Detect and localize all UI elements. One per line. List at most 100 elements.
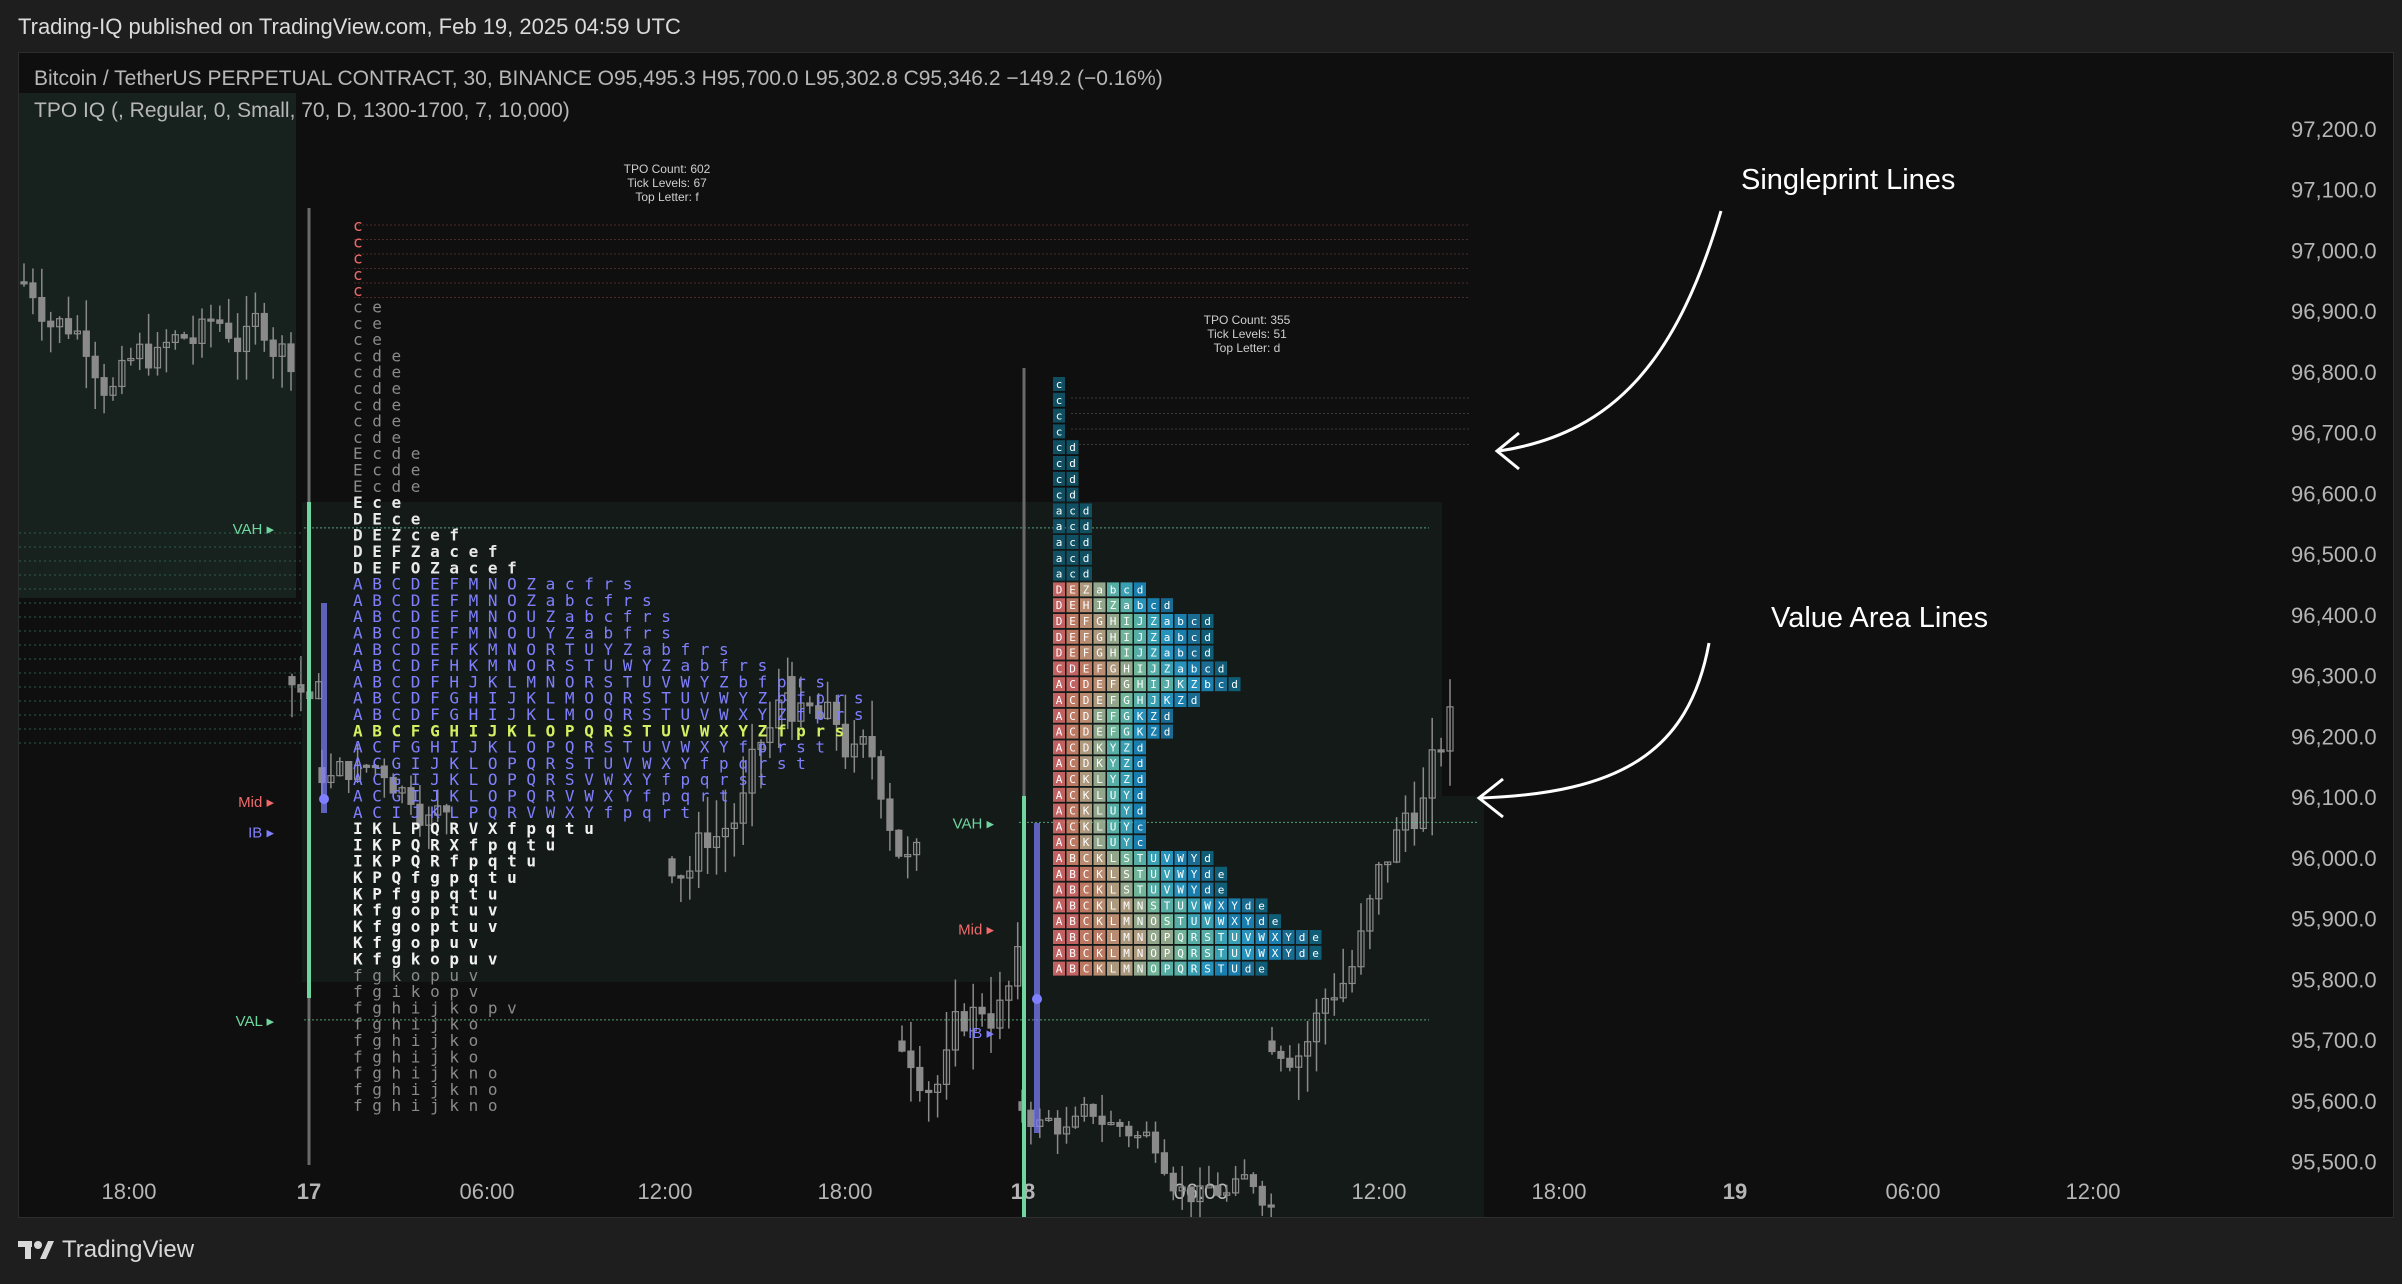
tpo-letter: d <box>1204 631 1211 644</box>
tpo-letter: d <box>1204 615 1211 628</box>
tpo-row: K P f g p q t u <box>353 884 498 903</box>
tpo-cell <box>1120 819 1133 834</box>
time-tick-label: 06:00 <box>1885 1179 1940 1204</box>
tpo-letter: J <box>1164 678 1171 691</box>
tpo-letter: E <box>1096 694 1103 707</box>
tpo-row: A C I J K L P Q R V W X Y f p q r t <box>353 803 690 822</box>
tpo-cell <box>1053 851 1065 865</box>
tpo-letter: C <box>1056 662 1063 675</box>
tpo-letter: Q <box>1177 963 1184 976</box>
tpo-cell <box>1093 930 1106 944</box>
indicator-legend[interactable]: TPO IQ (, Regular, 0, Small, 70, D, 1300… <box>34 99 570 122</box>
tpo-row: A B C D E F M N O Z a c f r s <box>353 575 632 594</box>
tpo-cell <box>1080 645 1092 660</box>
tpo-cell <box>1053 408 1065 423</box>
tpo-row: f g h i j k o <box>353 1031 478 1050</box>
tpo-letter: X <box>1231 915 1238 928</box>
candle-body <box>1392 829 1401 863</box>
tpo-letter: Y <box>1285 947 1292 960</box>
tpo-letter: c <box>1056 410 1063 423</box>
tpo-cell <box>1215 866 1227 881</box>
tpo-letter: T <box>1137 868 1144 881</box>
tpo-cell <box>1174 677 1187 692</box>
tpo-cell <box>1134 661 1146 676</box>
tpo-cell <box>1161 645 1173 660</box>
candle-body <box>1107 1121 1115 1126</box>
tpo-letter: T <box>1137 852 1144 865</box>
tpo-letter: Z <box>1150 631 1157 644</box>
candle-body <box>82 330 90 357</box>
tpo-letter: C <box>1069 694 1076 707</box>
candle-body <box>960 1011 968 1032</box>
tpo-letter: d <box>1137 805 1144 818</box>
tpo-cell <box>1269 914 1281 929</box>
tpo-cell <box>1201 961 1214 976</box>
candle-body <box>1267 1204 1275 1208</box>
tpo-cell <box>1066 519 1079 534</box>
tpo-letter: Z <box>1150 647 1157 660</box>
tpo-row: f g k o p u v <box>353 966 478 985</box>
candle-body <box>1277 1050 1285 1059</box>
tpo-cell <box>1255 961 1268 976</box>
candle-body <box>180 334 188 339</box>
candle-body <box>443 805 451 813</box>
tpo-letter: U <box>1231 963 1238 976</box>
candle-body <box>260 312 268 341</box>
tpo-letter: L <box>1110 915 1117 928</box>
tpo-cell <box>1080 677 1092 692</box>
candle-body <box>1142 1131 1151 1137</box>
tpo-letter: V <box>1164 868 1171 881</box>
tpo-letter: K <box>1083 789 1090 802</box>
tpo-letter: A <box>1056 899 1063 912</box>
tpo-cell <box>1093 882 1106 897</box>
time-tick-label: 19 <box>1723 1179 1747 1204</box>
tpo-letter: T <box>1164 899 1171 912</box>
tpo-letter: D <box>1056 615 1063 628</box>
tpo-letter: B <box>1069 852 1076 865</box>
tpo-cell <box>1093 787 1106 802</box>
symbol-legend[interactable]: Bitcoin / TetherUS PERPETUAL CONTRACT, 3… <box>34 67 1163 90</box>
tpo-cell <box>1066 740 1079 755</box>
tpo-row: E c d e <box>353 444 420 463</box>
tpo-cell <box>1134 756 1146 771</box>
tpo-cell <box>1093 819 1106 834</box>
tpo-row: A C F G H I J K L O P Q R S T U V W X Y … <box>353 738 825 757</box>
tpo-cell <box>1107 930 1119 944</box>
price-chart[interactable]: 97,200.0 97,100.0 97,000.0 96,900.0 96,800.0… <box>19 53 2393 1217</box>
tpo-cell <box>1174 866 1187 881</box>
tpo-cell <box>1161 661 1173 676</box>
tpo-letter: H <box>1110 631 1117 644</box>
tpo-letter: M <box>1123 915 1130 928</box>
tpo-cell <box>1269 945 1281 960</box>
tpo-letter: d <box>1204 852 1211 865</box>
tradingview-logo-icon <box>18 1241 54 1259</box>
tpo-cell <box>1147 629 1160 644</box>
tpo-cell <box>1201 930 1214 944</box>
tpo-letter: A <box>1056 852 1063 865</box>
price-tick-label: 97,000.0 <box>2291 238 2377 263</box>
tpo-letter: c <box>1137 820 1144 833</box>
price-tick-label: 95,500.0 <box>2291 1150 2377 1175</box>
tpo-letter: C <box>1069 757 1076 770</box>
tpo-letter: C <box>1083 868 1090 881</box>
tpo-cell <box>1053 424 1065 439</box>
tpo-letter: d <box>1204 884 1211 897</box>
tpo-row: K f g o p t u v <box>353 901 498 920</box>
tpo-cell <box>1066 724 1079 739</box>
candle-body <box>677 875 685 879</box>
tpo-cell <box>1053 787 1065 802</box>
chart-area[interactable]: 97,200.0 97,100.0 97,000.0 96,900.0 96,800.0… <box>18 52 2394 1218</box>
tpo-cell <box>1161 961 1173 976</box>
tpo-cell <box>1093 693 1106 707</box>
tpo-cell <box>1147 661 1160 676</box>
tpo-letter: R <box>1191 963 1198 976</box>
tpo-cell <box>1107 961 1119 976</box>
candle-body <box>841 723 850 758</box>
tpo-row: K P Q f g p q t u <box>353 868 517 887</box>
tpo-cell <box>1053 614 1065 628</box>
tpo-cell <box>1147 930 1160 944</box>
tradingview-logo[interactable]: TradingView <box>18 1236 194 1264</box>
tpo-row: A C G I J K L O P Q R S V W X Y f p q r … <box>353 770 767 789</box>
tpo-cell <box>1120 677 1133 692</box>
tpo-letter: A <box>1056 868 1063 881</box>
